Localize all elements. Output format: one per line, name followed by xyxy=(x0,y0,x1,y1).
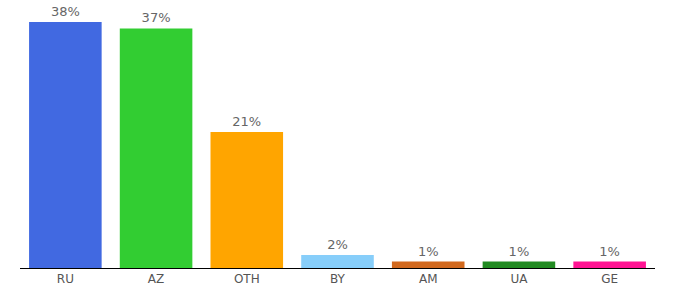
svg-text:GE: GE xyxy=(601,272,618,286)
svg-text:AZ: AZ xyxy=(148,272,164,286)
svg-text:1%: 1% xyxy=(418,244,439,259)
svg-text:21%: 21% xyxy=(232,114,261,129)
svg-text:2%: 2% xyxy=(327,237,348,252)
svg-text:1%: 1% xyxy=(599,244,620,259)
svg-text:37%: 37% xyxy=(142,10,171,25)
svg-text:1%: 1% xyxy=(509,244,530,259)
svg-text:AM: AM xyxy=(419,272,438,286)
svg-text:38%: 38% xyxy=(51,4,80,19)
svg-text:BY: BY xyxy=(330,272,346,286)
svg-text:RU: RU xyxy=(57,272,74,286)
svg-text:UA: UA xyxy=(510,272,528,286)
svg-text:OTH: OTH xyxy=(234,272,260,286)
